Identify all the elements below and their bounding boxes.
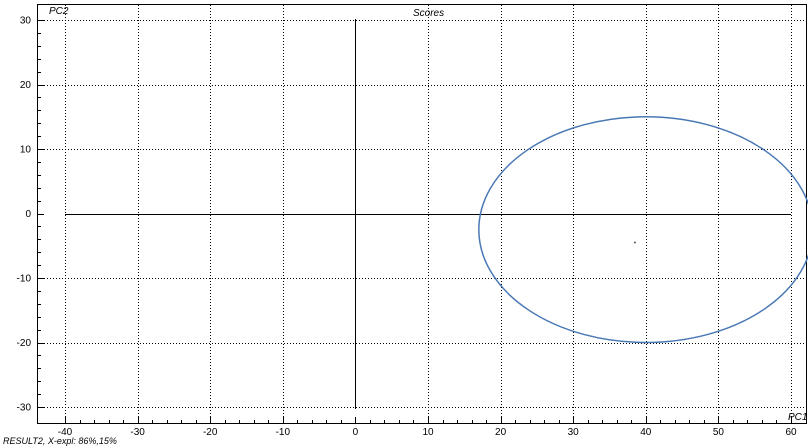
y-tick-label: 20 [20,80,32,91]
grid [38,5,806,423]
zero-axes [65,19,791,409]
x-tick-labels: -40 -30 -20 -10 0 10 20 30 40 50 60 [58,427,797,438]
score-point-0 [633,241,636,244]
y-axis-label: PC2 [49,6,69,17]
x-tick-label: -20 [203,427,218,438]
y-tick-label: -10 [17,274,32,285]
data-marks [478,116,808,344]
plot-frame [37,4,807,424]
tick-marks [38,20,792,423]
x-tick-label: 30 [568,427,580,438]
x-axis-label: PC1 [788,412,807,423]
y-tick-label: -20 [17,338,32,349]
y-tick-label: -30 [17,403,32,414]
x-tick-label: 60 [785,427,797,438]
chart-title: Scores [413,8,444,19]
result-footer: RESULT2, X-expl: 86%,15% [3,436,117,446]
x-tick-label: -40 [58,427,73,438]
x-tick-label: 10 [422,427,434,438]
x-tick-label: -30 [130,427,145,438]
y-tick-label: 30 [20,16,32,27]
x-tick-label: 50 [713,427,725,438]
y-tick-label: 0 [25,209,31,220]
x-tick-label: 20 [495,427,507,438]
y-tick-labels: -30 -20 -10 0 10 20 30 [17,16,32,414]
confidence-ellipse [478,116,808,344]
x-tick-label: 40 [640,427,652,438]
y-tick-label: 10 [20,145,32,156]
x-tick-label: -10 [276,427,291,438]
x-tick-label: 0 [353,427,359,438]
